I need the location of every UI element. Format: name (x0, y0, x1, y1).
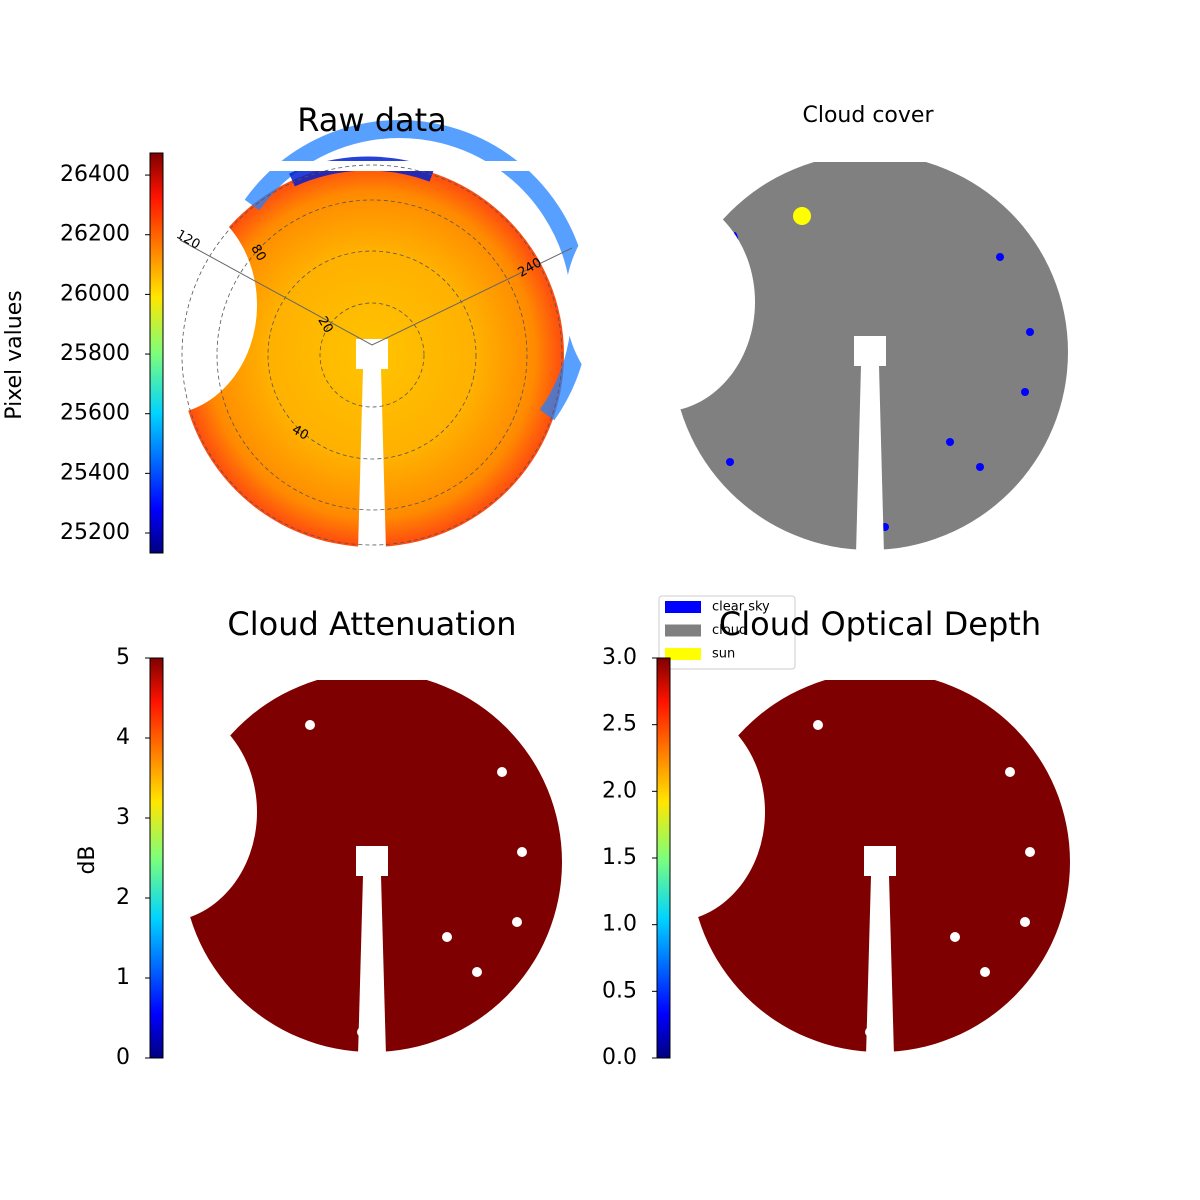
colorbar-tick-label: 2 (116, 885, 130, 910)
top-mask (182, 670, 562, 680)
zenith-ring (319, 302, 425, 408)
clear-hole (305, 720, 315, 730)
clear-hole (472, 967, 482, 977)
colorbar-tick-label: 0.0 (602, 1045, 637, 1070)
shadowband-arm (866, 876, 894, 1056)
colorbar-tick-label: 26200 (60, 222, 130, 247)
colorbar-tick-label: 25800 (60, 341, 130, 366)
colorbar-tick-label: 0.5 (602, 978, 637, 1003)
clear-hole (517, 847, 527, 857)
shadowband-head (356, 339, 388, 369)
legend: clear sky cloud sun (658, 595, 796, 670)
clear-patch (996, 253, 1004, 261)
sky-image (575, 670, 1070, 1056)
panel-title: Cloud cover (803, 103, 935, 128)
colorbar-tick-label: 25200 (60, 520, 130, 545)
colorbar-tick-label: 1.5 (602, 845, 637, 870)
colorbar-tick-label: 26400 (60, 162, 130, 187)
sky-image (565, 152, 1068, 554)
shadowband-arm (856, 366, 884, 554)
shadowband-head (356, 846, 388, 876)
legend-swatch (665, 648, 701, 660)
legend-swatch (665, 624, 701, 637)
horizon-mask (565, 192, 755, 412)
legend-swatch (665, 601, 701, 613)
colorbar-tick-label: 0 (116, 1045, 130, 1070)
clear-patch (1026, 328, 1034, 336)
clear-patch (976, 463, 984, 471)
sun-marker (793, 207, 811, 225)
zenith-label: 20 (314, 314, 335, 336)
colorbar-tick-label: 2.0 (602, 778, 637, 803)
clear-hole (980, 967, 990, 977)
colorbar (149, 657, 164, 1059)
panel-title: Cloud Optical Depth (719, 605, 1041, 643)
clear-patch (946, 438, 954, 446)
colorbar-tick-label: 26000 (60, 281, 130, 306)
shadowband-arm (358, 876, 386, 1056)
sky-image (67, 670, 562, 1056)
panel-title: Cloud Attenuation (227, 605, 516, 643)
colorbar-label: Pixel values (2, 290, 27, 419)
zenith-ring (216, 199, 528, 511)
clear-hole (950, 932, 960, 942)
zenith-label: 80 (247, 242, 268, 264)
shadowband-arm (358, 369, 386, 551)
colorbar-tick-label: 4 (116, 725, 130, 750)
colorbar-tick-label: 25600 (60, 401, 130, 426)
shadowband-head (864, 846, 896, 876)
top-mask (180, 161, 564, 171)
colorbar-tick-label: 1 (116, 965, 130, 990)
clear-hole (1025, 847, 1035, 857)
colorbar-label: dB (75, 845, 100, 874)
clear-hole (813, 720, 823, 730)
colorbar-tick-label: 1.0 (602, 912, 637, 937)
colorbar-tick-label: 3 (116, 805, 130, 830)
zenith-label: 40 (289, 422, 311, 443)
clear-hole (442, 932, 452, 942)
top-mask (672, 152, 1068, 162)
clear-hole (497, 767, 507, 777)
azimuth-line (179, 239, 573, 346)
legend-label: clear sky (712, 600, 770, 615)
shadowband-head (854, 336, 886, 366)
clear-hole (512, 917, 522, 927)
legend-label: sun (712, 647, 735, 662)
colorbar (149, 152, 164, 554)
colorbar-tick-label: 25400 (60, 460, 130, 485)
colorbar-tick-label: 2.5 (602, 712, 637, 737)
clear-patch (726, 458, 734, 466)
legend-label: cloud (712, 623, 747, 638)
clear-hole (1005, 767, 1015, 777)
zenith-ring (267, 250, 477, 460)
colorbar (656, 657, 671, 1059)
zenith-ring (181, 164, 563, 546)
sky-image (67, 120, 590, 551)
clear-hole (1020, 917, 1030, 927)
polar-grid (179, 164, 573, 546)
colorbar-tick-label: 5 (116, 645, 130, 670)
colorbar-tick-label: 3.0 (602, 645, 637, 670)
clear-patch (1021, 388, 1029, 396)
top-mask (690, 670, 1070, 680)
panel-title: Raw data (297, 101, 447, 139)
